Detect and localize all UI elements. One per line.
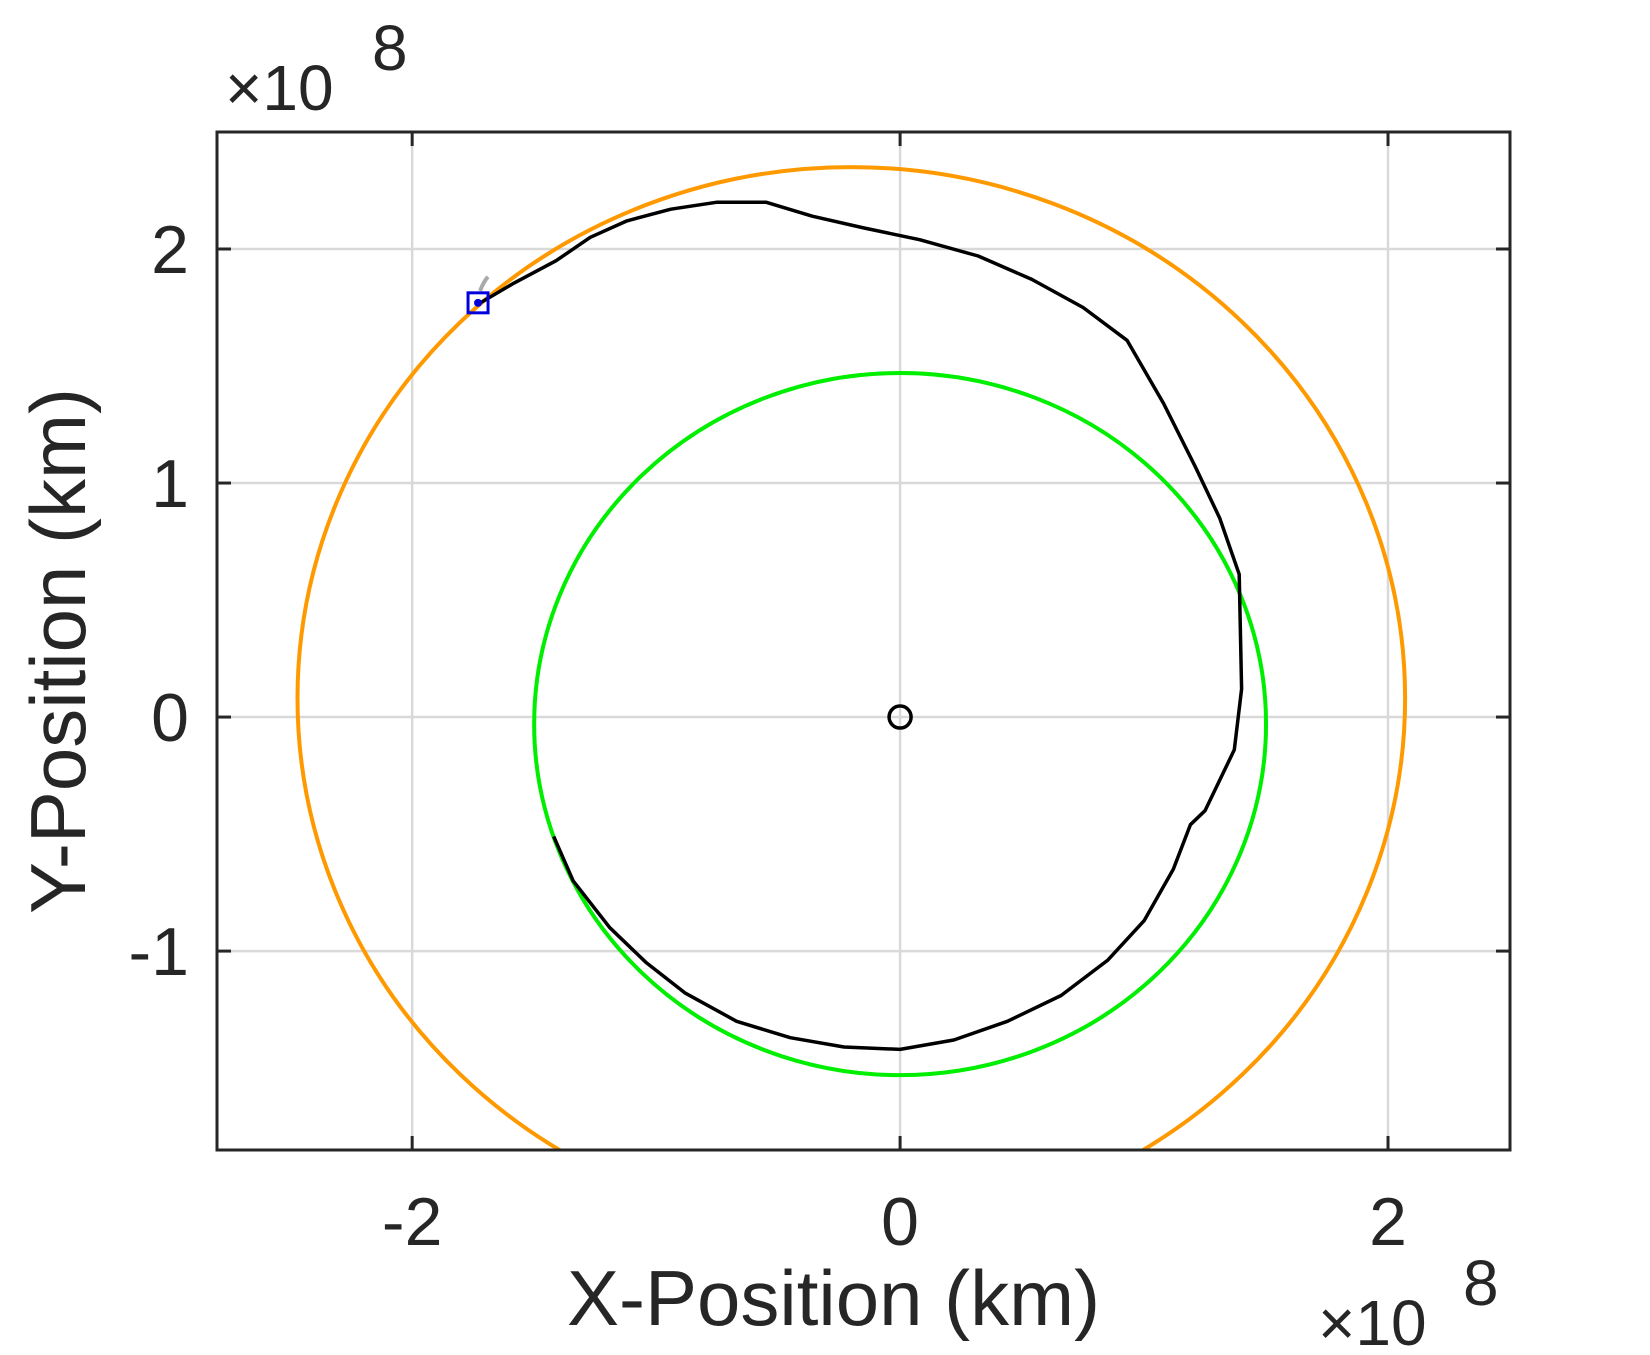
- y-tick-label: -1: [129, 914, 189, 990]
- x-multiplier-label: ×10 8: [1318, 1247, 1499, 1355]
- y-tick-label: 2: [151, 212, 189, 288]
- x-multiplier-base: ×10: [1318, 1287, 1427, 1350]
- earth-orbit-circle: [532, 371, 1269, 1078]
- x-multiplier-exponent: 8: [1463, 1247, 1499, 1319]
- x-tick-label: 0: [881, 1184, 919, 1260]
- y-axis-label: Y-Position (km): [14, 388, 102, 914]
- y-multiplier-exponent: 8: [372, 12, 408, 84]
- y-multiplier-base: ×10: [225, 52, 334, 124]
- spacecraft-marker-square: [466, 291, 490, 315]
- x-tick-label: -2: [382, 1184, 442, 1260]
- tick-layer: -2 0 2 -1 0 1 2: [129, 132, 1510, 1260]
- x-tick-label: 2: [1369, 1184, 1407, 1260]
- y-tick-label: 0: [151, 680, 189, 756]
- y-multiplier-label: ×10 8: [225, 12, 408, 124]
- transfer-trajectory-line: [479, 200, 1244, 1052]
- spacecraft-marker-dot: [474, 298, 483, 307]
- plot-layer: [295, 165, 1407, 1150]
- sun-marker: [887, 704, 913, 730]
- x-axis-label: X-Position (km): [567, 1254, 1100, 1342]
- grid-layer: [217, 132, 1510, 1150]
- spacecraft-trail: [478, 275, 490, 292]
- y-tick-label: 1: [151, 446, 189, 522]
- axes-box: [215, 130, 1512, 1152]
- mars-orbit-arc: [295, 165, 1407, 1150]
